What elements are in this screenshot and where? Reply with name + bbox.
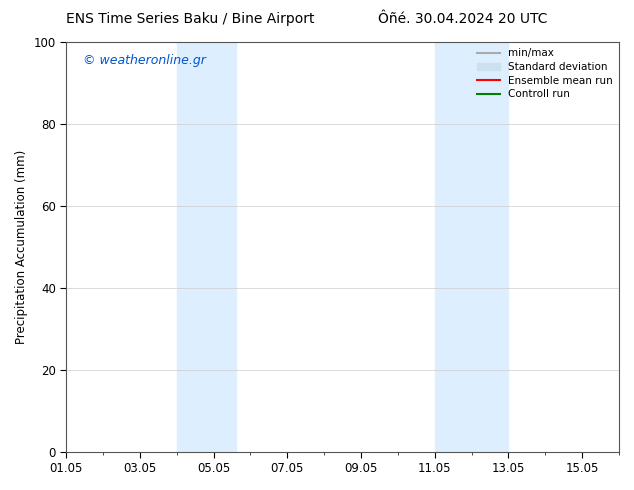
Y-axis label: Precipitation Accumulation (mm): Precipitation Accumulation (mm) [15, 149, 28, 344]
Text: ENS Time Series Baku / Bine Airport: ENS Time Series Baku / Bine Airport [66, 12, 314, 26]
Bar [435, 42, 508, 452]
Text: © weatheronline.gr: © weatheronline.gr [83, 54, 205, 67]
Text: Ôñé. 30.04.2024 20 UTC: Ôñé. 30.04.2024 20 UTC [378, 12, 548, 26]
Bar [177, 42, 236, 452]
Legend: min/max, Standard deviation, Ensemble mean run, Controll run: min/max, Standard deviation, Ensemble me… [474, 45, 616, 102]
